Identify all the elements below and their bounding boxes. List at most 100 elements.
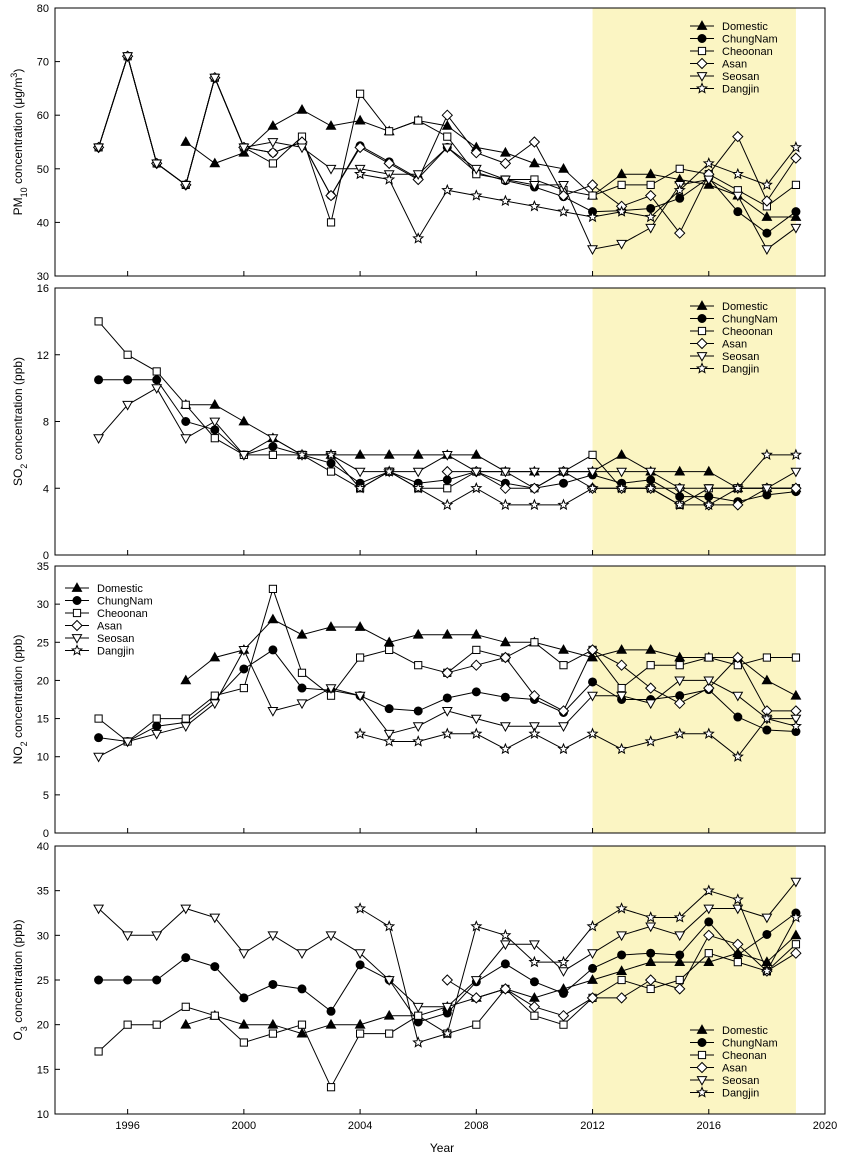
data-point bbox=[181, 417, 191, 426]
data-point bbox=[297, 1020, 307, 1029]
data-point bbox=[151, 729, 163, 740]
data-point bbox=[383, 465, 396, 477]
data-point bbox=[210, 1011, 219, 1020]
data-point bbox=[528, 498, 541, 511]
data-point bbox=[586, 481, 599, 494]
legend-label: Seosan bbox=[722, 351, 759, 363]
data-point bbox=[790, 714, 802, 725]
y-axis-title: O3 concentration (ppb) bbox=[11, 919, 29, 1040]
x-tick-label: 2008 bbox=[464, 1120, 488, 1132]
data-point bbox=[499, 175, 511, 186]
data-point bbox=[530, 638, 539, 647]
data-point bbox=[209, 699, 221, 710]
data-point bbox=[616, 467, 628, 478]
data-point bbox=[587, 974, 598, 984]
data-point bbox=[674, 651, 686, 662]
data-point bbox=[760, 178, 773, 190]
data-point bbox=[353, 481, 367, 494]
data-point bbox=[412, 232, 425, 244]
data-point bbox=[731, 893, 744, 905]
y-axis-title-text: concentration (ppb) bbox=[11, 919, 25, 1026]
legend-marker bbox=[696, 1076, 708, 1086]
data-point bbox=[674, 931, 686, 942]
data-point bbox=[267, 707, 279, 717]
data-point bbox=[704, 917, 714, 927]
data-point bbox=[558, 467, 569, 478]
y-tick-label: 35 bbox=[37, 561, 49, 573]
data-point bbox=[528, 467, 540, 478]
data-point bbox=[704, 949, 713, 958]
legend-marker bbox=[72, 608, 82, 618]
data-point bbox=[645, 168, 657, 179]
data-point bbox=[586, 644, 599, 656]
data-point bbox=[644, 974, 657, 986]
data-point bbox=[268, 584, 278, 593]
data-point bbox=[239, 1038, 248, 1047]
data-point bbox=[732, 691, 744, 702]
data-point bbox=[470, 714, 482, 725]
legend-label: Cheonan bbox=[722, 1050, 767, 1062]
legend-item-chungnam: ChungNam bbox=[65, 596, 153, 608]
y-tick-label: 10 bbox=[37, 752, 49, 764]
legend-item-seosan: Seosan bbox=[65, 633, 134, 645]
legend-label: Domestic bbox=[722, 21, 768, 33]
data-point bbox=[325, 448, 338, 460]
data-point bbox=[151, 931, 163, 942]
y-axis-title-superscript: 3 bbox=[9, 73, 19, 78]
y-tick-label: 25 bbox=[37, 637, 49, 649]
legend-label: Dangjin bbox=[97, 646, 134, 658]
data-point bbox=[587, 691, 598, 702]
data-point bbox=[761, 211, 773, 221]
data-point bbox=[123, 1020, 132, 1029]
data-point bbox=[470, 727, 483, 740]
data-point bbox=[267, 120, 279, 130]
data-point bbox=[267, 434, 279, 445]
data-point bbox=[586, 727, 599, 740]
legend-label: Cheoonan bbox=[97, 608, 148, 620]
legend-item-asan: Asan bbox=[690, 1061, 747, 1075]
data-point bbox=[616, 449, 628, 459]
data-point bbox=[586, 210, 599, 223]
data-point bbox=[325, 684, 337, 694]
legend-label: Domestic bbox=[722, 1025, 768, 1037]
data-point bbox=[209, 651, 221, 662]
data-point bbox=[499, 636, 511, 647]
data-point bbox=[673, 697, 686, 710]
data-point bbox=[791, 653, 801, 662]
legend-marker bbox=[697, 34, 707, 43]
data-point bbox=[296, 949, 308, 960]
data-point bbox=[645, 223, 657, 234]
series-line bbox=[185, 618, 797, 697]
data-point bbox=[470, 976, 482, 986]
legend-label: Asan bbox=[97, 621, 122, 633]
data-point bbox=[383, 157, 395, 170]
data-point bbox=[559, 661, 568, 670]
legend-marker bbox=[696, 352, 708, 362]
shaded-period bbox=[592, 288, 796, 555]
data-point bbox=[790, 223, 802, 234]
data-point bbox=[441, 628, 453, 639]
data-point bbox=[528, 199, 541, 212]
legend-marker bbox=[696, 72, 708, 82]
x-tick-label: 2000 bbox=[232, 1120, 256, 1132]
data-point bbox=[789, 719, 802, 732]
data-point bbox=[500, 959, 510, 969]
data-point bbox=[470, 189, 483, 201]
legend-label: Dangjin bbox=[722, 1088, 759, 1100]
data-point bbox=[528, 722, 540, 733]
data-point bbox=[412, 1036, 425, 1048]
data-point bbox=[180, 1018, 192, 1029]
data-point bbox=[790, 467, 802, 478]
data-point bbox=[644, 735, 657, 747]
data-point bbox=[528, 482, 541, 495]
data-point bbox=[558, 181, 569, 191]
legend-item-dangjin: Dangjin bbox=[690, 82, 759, 96]
data-point bbox=[674, 484, 686, 495]
data-point bbox=[761, 913, 773, 924]
data-point bbox=[413, 706, 423, 716]
data-point bbox=[616, 239, 628, 250]
data-point bbox=[790, 929, 802, 940]
legend-marker bbox=[71, 582, 83, 592]
legend-label: ChungNam bbox=[722, 314, 778, 326]
